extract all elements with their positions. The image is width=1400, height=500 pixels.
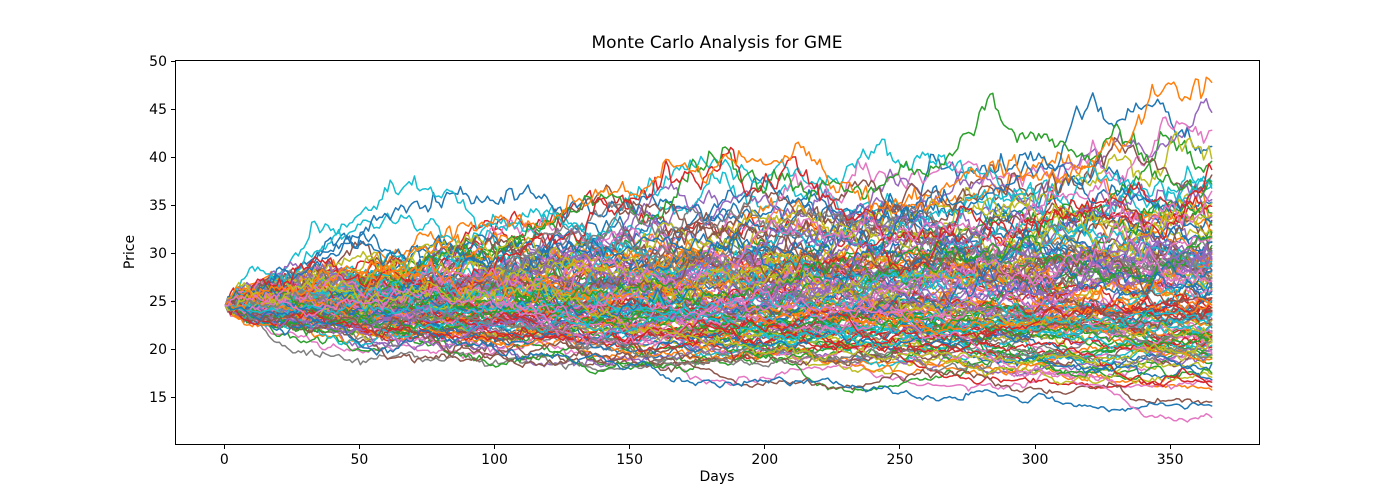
y-tick-label: 35 — [149, 197, 167, 214]
simulation-path — [224, 280, 1213, 350]
y-tick-mark — [171, 157, 175, 159]
y-tick-mark — [171, 253, 175, 255]
x-tick-label: 100 — [481, 452, 508, 468]
x-tick-label: 150 — [616, 452, 644, 468]
x-tick-mark — [899, 445, 901, 449]
x-tick-label: 350 — [1156, 452, 1184, 468]
y-tick-label: 40 — [149, 149, 167, 166]
y-tick-mark — [171, 349, 175, 351]
simulation-path — [224, 231, 1213, 328]
simulation-path — [224, 288, 1213, 372]
y-tick-label: 30 — [149, 245, 167, 262]
y-tick-mark — [171, 301, 175, 303]
simulation-path — [224, 304, 1213, 413]
simulation-path — [224, 302, 1213, 345]
y-tick-label: 50 — [149, 53, 167, 70]
simulation-path — [224, 285, 1213, 423]
chart-title: Monte Carlo Analysis for GME — [591, 33, 843, 53]
simulation-path — [224, 76, 1213, 310]
simulation-path — [224, 290, 1213, 377]
x-tick-label: 200 — [751, 452, 779, 468]
x-axis-label: Days — [699, 469, 735, 485]
simulation-path — [224, 209, 1213, 316]
y-tick-label: 20 — [149, 341, 167, 358]
simulation-path — [224, 160, 1213, 307]
simulation-path — [224, 297, 1213, 405]
simulation-path — [224, 269, 1213, 338]
y-tick-label: 45 — [149, 101, 167, 118]
x-tick-mark — [764, 445, 766, 449]
x-tick-label: 0 — [219, 452, 229, 468]
y-tick-mark — [171, 61, 175, 63]
x-tick-mark — [1169, 445, 1171, 449]
y-tick-mark — [171, 397, 175, 399]
simulation-path — [224, 234, 1213, 326]
simulation-path — [224, 240, 1213, 351]
x-tick-mark — [494, 445, 496, 449]
simulation-path — [224, 299, 1213, 368]
simulation-paths-canvas — [224, 76, 1213, 423]
plot-area — [175, 60, 1260, 445]
x-tick-label: 250 — [886, 452, 914, 468]
x-tick-mark — [358, 445, 360, 449]
x-tick-mark — [1034, 445, 1036, 449]
simulation-path — [224, 184, 1213, 310]
simulation-path — [224, 248, 1213, 322]
x-tick-mark — [223, 445, 225, 449]
simulation-path — [224, 296, 1213, 381]
x-tick-label: 300 — [1021, 452, 1049, 468]
x-tick-mark — [629, 445, 631, 449]
y-tick-mark — [171, 109, 175, 111]
simulation-path — [224, 268, 1213, 390]
simulation-path — [224, 203, 1213, 311]
y-tick-label: 15 — [149, 389, 167, 406]
y-tick-label: 25 — [149, 293, 167, 310]
y-axis-label: Price — [122, 234, 138, 270]
x-tick-label: 50 — [350, 452, 369, 468]
y-tick-mark — [171, 205, 175, 207]
